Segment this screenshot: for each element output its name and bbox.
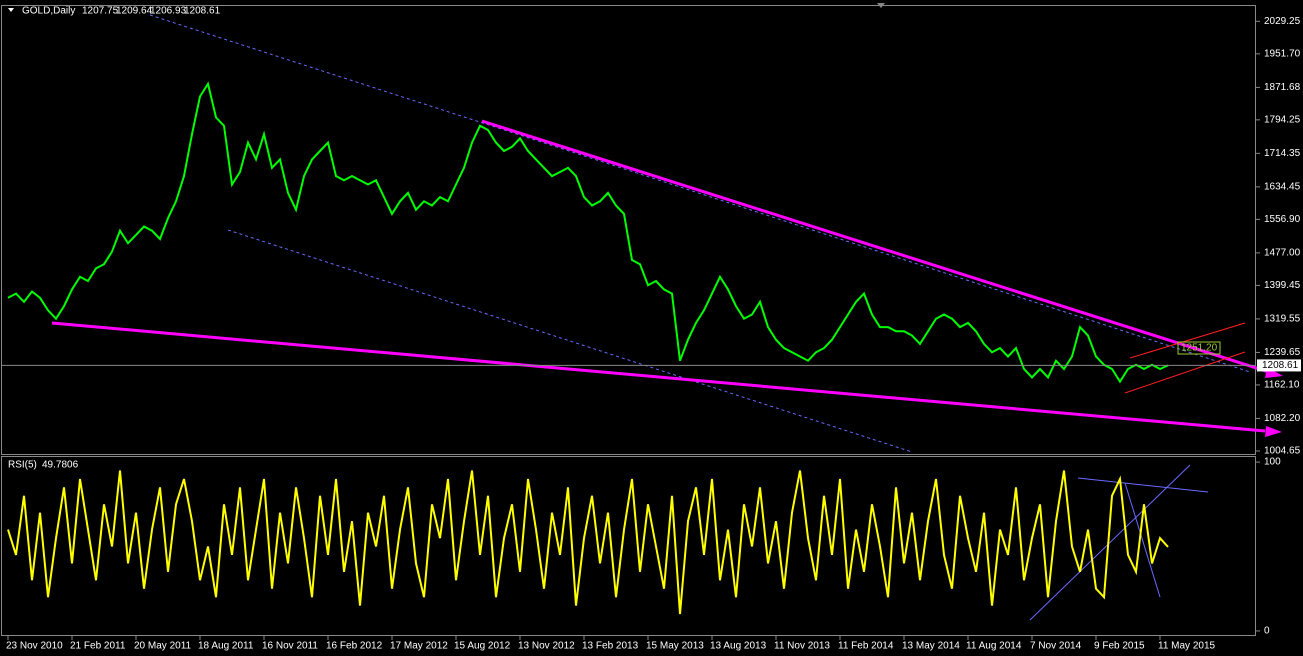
price-line	[7, 81, 1169, 384]
x-tick-label: 11 Nov 2013	[774, 641, 830, 652]
ohlc: 1208.61	[184, 6, 221, 17]
price-frame	[1, 5, 1256, 455]
trend-line	[481, 119, 1276, 376]
x-tick-label: 17 May 2012	[390, 641, 448, 652]
y-tick-label: 1162.10	[1264, 380, 1300, 391]
x-tick-label: 15 Aug 2012	[454, 641, 511, 652]
rsi-line	[1124, 482, 1161, 598]
x-tick-label: 16 Feb 2012	[326, 641, 383, 652]
y-tick-label: 1951.70	[1264, 48, 1301, 59]
y-tick-label: 1871.68	[1264, 82, 1301, 93]
rsi-title: RSI(5)	[8, 460, 37, 471]
x-tick-label: 13 Nov 2012	[518, 641, 575, 652]
rsi-frame	[1, 456, 1256, 636]
channel-line	[1129, 322, 1246, 359]
x-tick-label: 23 Nov 2010	[6, 641, 63, 652]
y-tick-label: 1004.65	[1264, 446, 1301, 457]
x-tick-label: 9 Feb 2015	[1094, 641, 1145, 652]
y-tick-label: 100	[1264, 457, 1281, 468]
x-tick-label: 13 Feb 2013	[582, 641, 639, 652]
ohlc: 1206.93	[150, 6, 187, 17]
channel-line	[1124, 351, 1246, 394]
y-tick-label: 1082.20	[1264, 413, 1301, 424]
menu-arrow	[8, 8, 14, 12]
current-price-label: 1208.61	[1262, 360, 1299, 371]
shift-marker	[877, 3, 885, 8]
x-tick-label: 21 Feb 2011	[70, 641, 126, 652]
x-tick-label: 11 Aug 2014	[966, 641, 1022, 652]
x-tick-label: 18 Aug 2011	[198, 641, 254, 652]
ohlc: 1207.75	[82, 6, 119, 17]
annotation: 1251.20	[1181, 343, 1218, 354]
x-tick-label: 13 Aug 2013	[710, 641, 767, 652]
x-tick-label: 11 Feb 2014	[838, 641, 894, 652]
x-tick-label: 20 May 2011	[134, 641, 192, 652]
x-tick-label: 16 Nov 2011	[262, 641, 318, 652]
chart-title: GOLD,Daily	[22, 6, 75, 17]
y-tick-label: 1239.65	[1264, 347, 1301, 358]
channel-line	[149, 14, 1251, 373]
y-tick-label: 1399.45	[1264, 280, 1301, 291]
x-tick-label: 7 Nov 2014	[1030, 641, 1082, 652]
y-tick-label: 2029.25	[1264, 16, 1301, 27]
y-tick-label: 1714.35	[1264, 148, 1301, 159]
rsi-line	[1029, 464, 1191, 621]
rsi-line	[1077, 477, 1209, 493]
rsi-value: 49.7806	[42, 460, 79, 471]
trendlines	[51, 14, 1283, 621]
trend-line	[51, 321, 1266, 433]
y-tick-label: 1634.45	[1264, 182, 1301, 193]
x-tick-label: 11 May 2015	[1158, 641, 1216, 652]
x-tick-label: 15 May 2013	[646, 641, 704, 652]
y-tick-label: 1477.00	[1264, 248, 1301, 259]
y-tick-label: 1794.25	[1264, 114, 1301, 125]
price-line	[7, 470, 1169, 615]
y-tick-label: 1319.55	[1264, 314, 1301, 325]
current-price-box	[1257, 359, 1301, 372]
x-tick-label: 13 May 2014	[902, 641, 960, 652]
y-tick-label: 0	[1264, 626, 1270, 637]
arrow-head	[1265, 426, 1282, 437]
annotation-box	[1177, 341, 1221, 355]
y-tick-label: 1556.90	[1264, 214, 1301, 225]
ohlc: 1209.64	[116, 6, 153, 17]
